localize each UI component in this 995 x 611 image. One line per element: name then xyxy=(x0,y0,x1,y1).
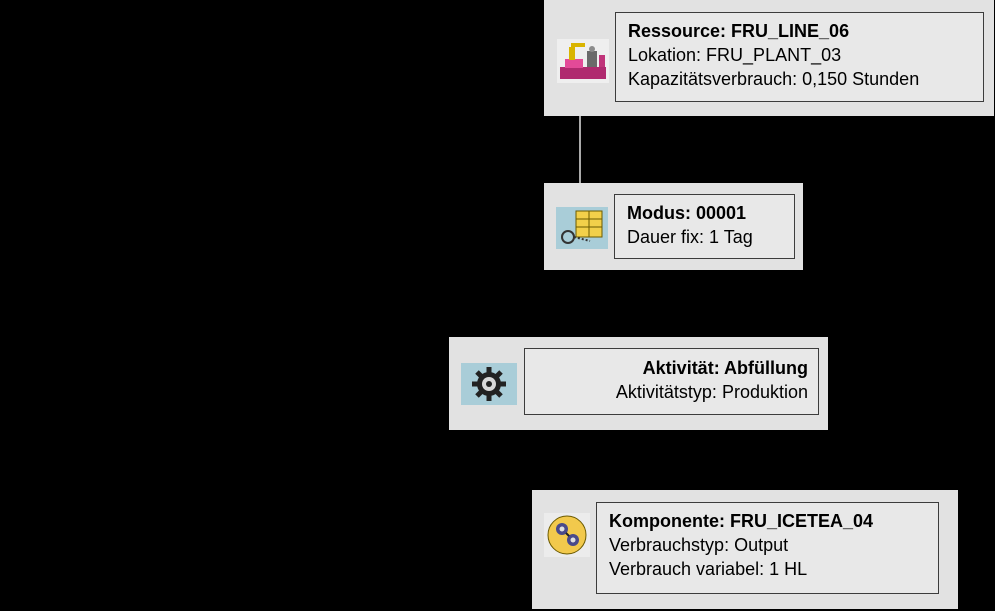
resource-title: Ressource: FRU_LINE_06 xyxy=(628,21,850,41)
component-title: Komponente: FRU_ICETEA_04 xyxy=(609,511,874,531)
mode-duration: Dauer fix: 1 Tag xyxy=(627,227,753,247)
component-consumption-variable: Verbrauch variabel: 1 HL xyxy=(609,559,808,579)
activity-title: Aktivität: Abfüllung xyxy=(642,358,808,378)
resource-capacity: Kapazitätsverbrauch: 0,150 Stunden xyxy=(628,69,920,89)
connector-activity-to-mode xyxy=(512,255,568,338)
resource-card: Ressource: FRU_LINE_06 Lokation: FRU_PLA… xyxy=(615,12,984,102)
resource-panel[interactable]: Ressource: FRU_LINE_06 Lokation: FRU_PLA… xyxy=(544,0,994,116)
activity-type: Aktivitätstyp: Produktion xyxy=(615,382,808,402)
mode-schedule-icon xyxy=(556,207,608,249)
activity-card: Aktivität: Abfüllung Aktivitätstyp: Prod… xyxy=(524,348,819,415)
activity-panel[interactable]: Aktivität: Abfüllung Aktivitätstyp: Prod… xyxy=(449,337,828,430)
component-material-icon xyxy=(544,513,590,557)
resource-location: Lokation: FRU_PLANT_03 xyxy=(628,45,842,65)
component-card: Komponente: FRU_ICETEA_04 Verbrauchstyp:… xyxy=(596,502,939,594)
component-consumption-type: Verbrauchstyp: Output xyxy=(609,535,789,555)
mode-card: Modus: 00001 Dauer fix: 1 Tag xyxy=(614,194,795,259)
mode-panel[interactable]: Modus: 00001 Dauer fix: 1 Tag xyxy=(544,183,803,270)
resource-machine-icon xyxy=(557,39,609,83)
mode-title: Modus: 00001 xyxy=(627,203,747,223)
activity-gear-icon xyxy=(461,363,517,405)
component-panel[interactable]: Komponente: FRU_ICETEA_04 Verbrauchstyp:… xyxy=(532,490,958,609)
